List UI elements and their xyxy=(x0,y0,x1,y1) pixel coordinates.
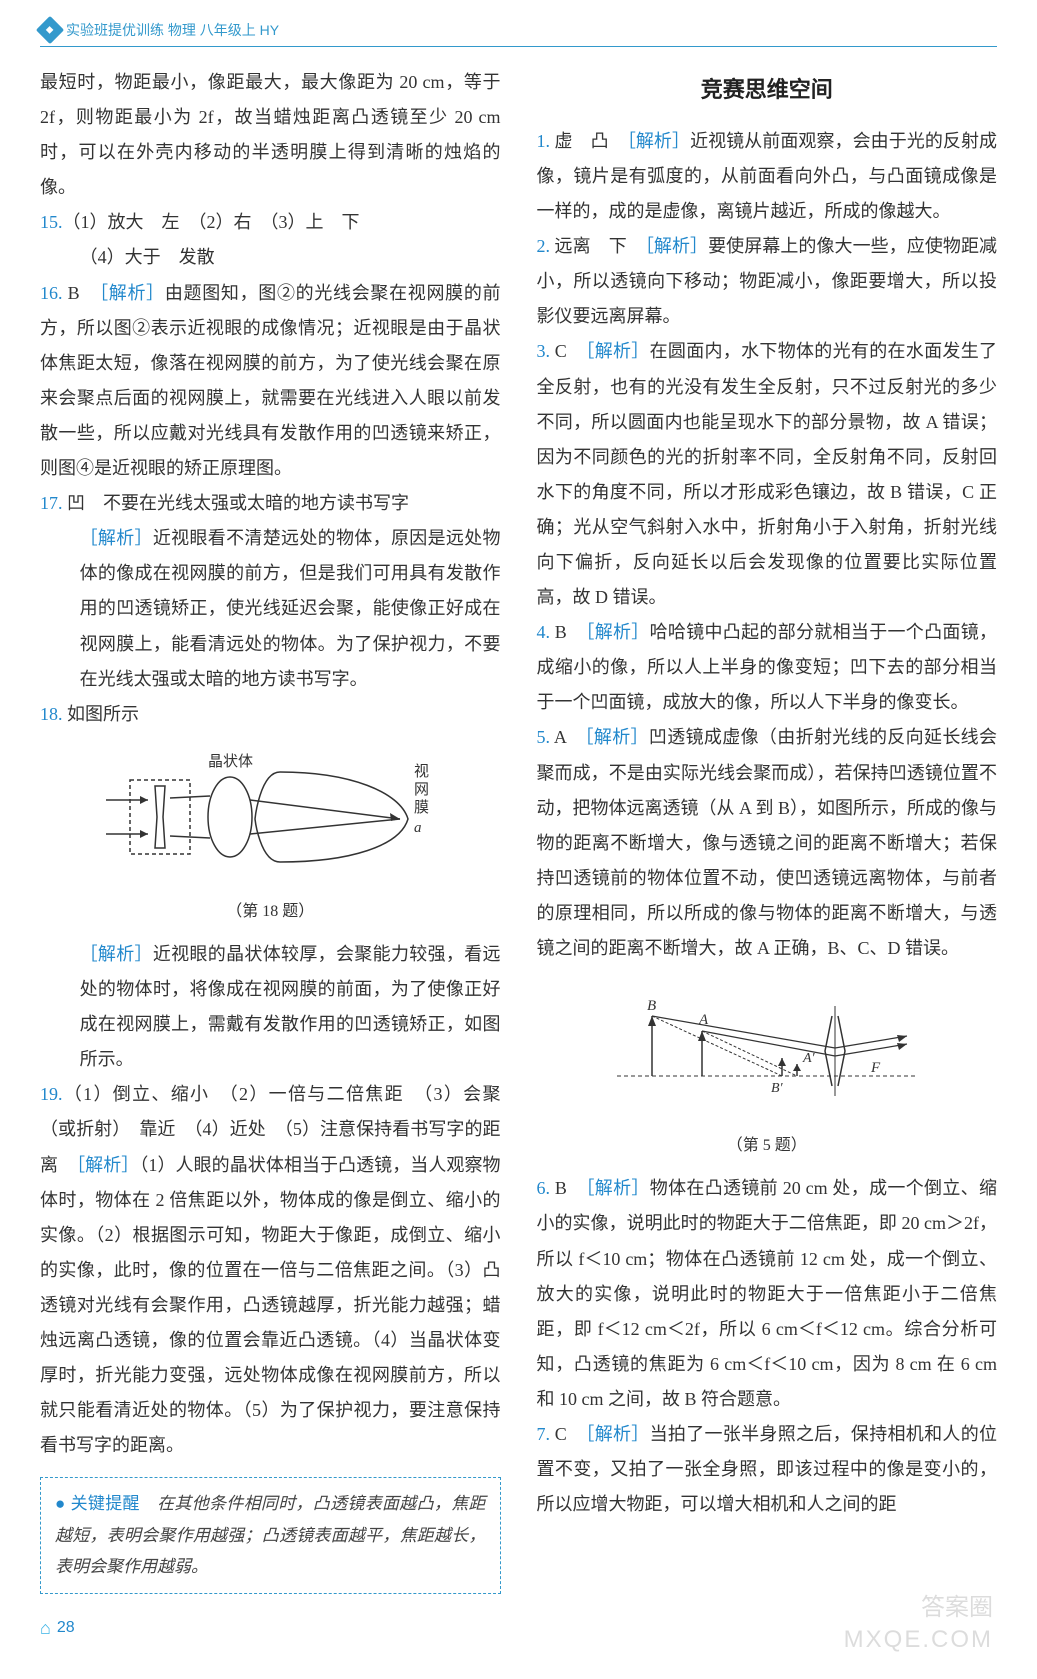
r-q4: 4. B ［解析］哈哈镜中凸起的部分就相当于一个凸面镜，成缩小的像，所以人上半身… xyxy=(537,615,998,720)
r-q4-num: 4. xyxy=(537,622,551,642)
q17-num: 17. xyxy=(40,493,63,513)
analysis-label: ［解析］ xyxy=(627,131,690,151)
q17-analysis: ［解析］近视眼看不清楚远处的物体，原因是远处物体的像成在视网膜的前方，但是我们可… xyxy=(40,521,501,696)
q17-line1: 17. 凹 不要在光线太强或太暗的地方读书写字 xyxy=(40,486,501,521)
r-q6: 6. B ［解析］物体在凸透镜前 20 cm 处，成一个倒立、缩小的实像，说明此… xyxy=(537,1171,998,1417)
right-column: 竞赛思维空间 1. 虚 凸 ［解析］近视镜从前面观察，会由于光的反射成像，镜片是… xyxy=(537,65,998,1594)
analysis-label: ［解析］ xyxy=(585,1424,649,1444)
analysis-label: ［解析］ xyxy=(585,1178,649,1198)
a-label: a xyxy=(414,820,422,836)
q5-caption: （第 5 题） xyxy=(727,1130,807,1161)
q18-num: 18. xyxy=(40,704,63,724)
r-q7-num: 7. xyxy=(537,1424,551,1444)
q15: 15.（1）放大 左 （2）右 （3）上 下 xyxy=(40,205,501,240)
key-label: ● 关键提醒 xyxy=(55,1494,140,1513)
r-q4-ans: B xyxy=(550,622,585,642)
r-q6-text: 物体在凸透镜前 20 cm 处，成一个倒立、缩小的实像，说明此时的物距大于二倍焦… xyxy=(537,1178,998,1409)
r-q1: 1. 虚 凸 ［解析］近视镜从前面观察，会由于光的反射成像，镜片是有弧度的，从前… xyxy=(537,124,998,229)
page-footer: ⌂ 28 xyxy=(40,1618,997,1639)
q16-ans: B xyxy=(63,283,100,303)
section-title: 竞赛思维空间 xyxy=(537,69,998,112)
q15-line2: （4）大于 发散 xyxy=(40,240,501,275)
q19-text: （1）人眼的晶状体相当于凸透镜，当人观察物体时，物体在 2 倍焦距以外，物体成的… xyxy=(40,1155,501,1456)
r-q7-ans: C xyxy=(550,1424,585,1444)
r-q2-ans: 远离 下 xyxy=(550,236,645,256)
house-icon: ⌂ xyxy=(40,1618,51,1639)
q5-diagram: B A A′ B′ F xyxy=(607,976,927,1126)
analysis-label: ［解析］ xyxy=(585,622,649,642)
q19-num: 19. xyxy=(40,1084,63,1104)
r-q5-num: 5. xyxy=(537,727,551,747)
svg-text:A: A xyxy=(698,1012,709,1028)
r-q1-num: 1. xyxy=(537,131,551,151)
analysis-label: ［解析］ xyxy=(99,283,165,303)
page-header: ◆ 实验班提优训练 物理 八年级上 HY xyxy=(40,20,997,47)
q17-text: 近视眼看不清楚远处的物体，原因是远处物体的像成在视网膜的前方，但是我们可用具有发… xyxy=(80,528,501,688)
q18-analysis: ［解析］近视眼的晶状体较厚，会聚能力较强，看远处的物体时，将像成在视网膜的前面，… xyxy=(40,937,501,1077)
r-q5: 5. A ［解析］凹透镜成虚像（由折射光线的反向延长线会聚而成，不是由实际光线会… xyxy=(537,720,998,966)
retina-label-1: 视 xyxy=(414,763,429,780)
r-q3-num: 3. xyxy=(537,341,551,361)
r-q2-num: 2. xyxy=(537,236,551,256)
r-q5-ans: A xyxy=(550,727,585,747)
r-q7: 7. C ［解析］当拍了一张半身照之后，保持相机和人的位置不变，又拍了一张全身照… xyxy=(537,1417,998,1522)
q18-figure: 晶状体 视 网 膜 a （第 18 题） xyxy=(40,742,501,927)
left-column: 最短时，物距最小，像距最大，最大像距为 20 cm，等于 2f，则物距最小为 2… xyxy=(40,65,501,1594)
q18-caption: （第 18 题） xyxy=(226,896,314,927)
analysis-label: ［解析］ xyxy=(80,528,153,548)
analysis-label: ［解析］ xyxy=(80,944,153,964)
q16-text: 由题图知，图②的光线会聚在视网膜的前方，所以图②表示近视眼的成像情况；近视眼是由… xyxy=(40,283,501,478)
r-q1-ans: 虚 凸 xyxy=(550,131,627,151)
cap-icon: ◆ xyxy=(36,16,64,44)
q14-tail: 最短时，物距最小，像距最大，最大像距为 20 cm，等于 2f，则物距最小为 2… xyxy=(40,65,501,205)
svg-text:B′: B′ xyxy=(771,1081,784,1096)
r-q3: 3. C ［解析］在圆面内，水下物体的光有的在水面发生了全反射，也有的光没有发生… xyxy=(537,334,998,615)
q16: 16. B ［解析］由题图知，图②的光线会聚在视网膜的前方，所以图②表示近视眼的… xyxy=(40,276,501,487)
header-text: 实验班提优训练 物理 八年级上 HY xyxy=(66,20,279,40)
analysis-label: ［解析］ xyxy=(76,1155,139,1175)
q18-diagram: 晶状体 视 网 膜 a xyxy=(100,742,440,892)
analysis-label: ［解析］ xyxy=(645,236,708,256)
q15-text: （1）放大 左 （2）右 （3）上 下 xyxy=(63,212,360,232)
q19: 19.（1）倒立、缩小 （2）一倍与二倍焦距 （3）会聚（或折射） 靠近 （4）… xyxy=(40,1077,501,1463)
r-q3-text: 在圆面内，水下物体的光有的在水面发生了全反射，也有的光没有发生全反射，只不过反射… xyxy=(537,341,998,607)
svg-text:F: F xyxy=(870,1060,881,1076)
q16-num: 16. xyxy=(40,283,63,303)
r-q6-ans: B xyxy=(550,1178,585,1198)
r-q3-ans: C xyxy=(550,341,585,361)
r-q6-num: 6. xyxy=(537,1178,551,1198)
lens-label: 晶状体 xyxy=(208,753,253,770)
q5-figure: B A A′ B′ F （第 5 题） xyxy=(537,976,998,1161)
q15-num: 15. xyxy=(40,212,63,232)
r-q5-text: 凹透镜成虚像（由折射光线的反向延长线会聚而成，不是由实际光线会聚而成），若保持凹… xyxy=(537,727,998,958)
page-number: 28 xyxy=(57,1619,75,1637)
analysis-label: ［解析］ xyxy=(585,727,649,747)
retina-label-2: 网 xyxy=(414,782,429,798)
svg-text:A′: A′ xyxy=(802,1051,816,1066)
q18-intro: 18. 如图所示 xyxy=(40,697,501,732)
q17-ans: 凹 不要在光线太强或太暗的地方读书写字 xyxy=(63,493,410,513)
retina-label-3: 膜 xyxy=(414,799,429,816)
svg-text:B: B xyxy=(647,998,656,1014)
q18-text-intro: 如图所示 xyxy=(63,704,140,724)
analysis-label: ［解析］ xyxy=(585,341,649,361)
r-q2: 2. 远离 下 ［解析］要使屏幕上的像大一些，应使物距减小，所以透镜向下移动；物… xyxy=(537,229,998,334)
